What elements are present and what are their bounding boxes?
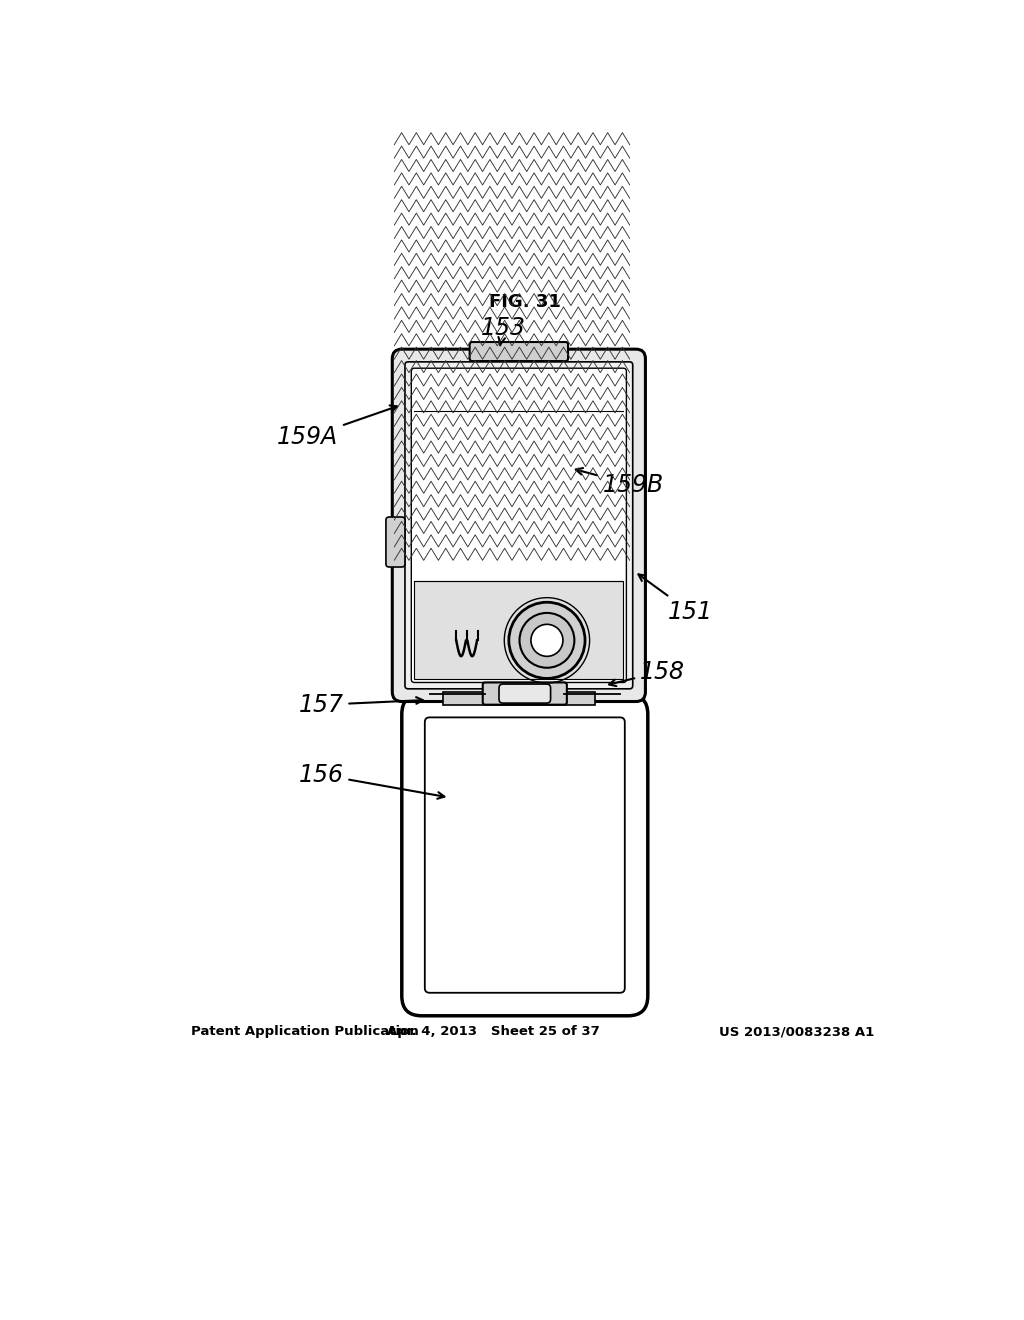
Circle shape <box>509 602 585 678</box>
FancyBboxPatch shape <box>499 684 551 704</box>
Text: Patent Application Publication: Patent Application Publication <box>191 1026 419 1038</box>
Text: FIG. 31: FIG. 31 <box>488 293 561 310</box>
FancyBboxPatch shape <box>470 342 568 362</box>
FancyBboxPatch shape <box>425 717 625 993</box>
Text: 153: 153 <box>481 315 526 346</box>
Bar <box>442 692 595 705</box>
Text: 157: 157 <box>299 693 423 717</box>
FancyBboxPatch shape <box>412 368 627 682</box>
Text: 151: 151 <box>638 574 713 624</box>
Text: 159A: 159A <box>278 405 397 449</box>
FancyBboxPatch shape <box>392 350 645 701</box>
Bar <box>394 132 630 561</box>
Text: 158: 158 <box>609 660 685 686</box>
FancyBboxPatch shape <box>482 682 567 705</box>
Circle shape <box>519 612 574 668</box>
Text: 156: 156 <box>299 763 444 799</box>
Text: Apr. 4, 2013   Sheet 25 of 37: Apr. 4, 2013 Sheet 25 of 37 <box>387 1026 599 1038</box>
FancyBboxPatch shape <box>401 694 648 1016</box>
FancyBboxPatch shape <box>386 517 404 568</box>
Bar <box>415 581 624 680</box>
Text: 159B: 159B <box>575 469 664 498</box>
Circle shape <box>530 624 563 656</box>
Text: US 2013/0083238 A1: US 2013/0083238 A1 <box>719 1026 873 1038</box>
FancyBboxPatch shape <box>404 362 633 689</box>
